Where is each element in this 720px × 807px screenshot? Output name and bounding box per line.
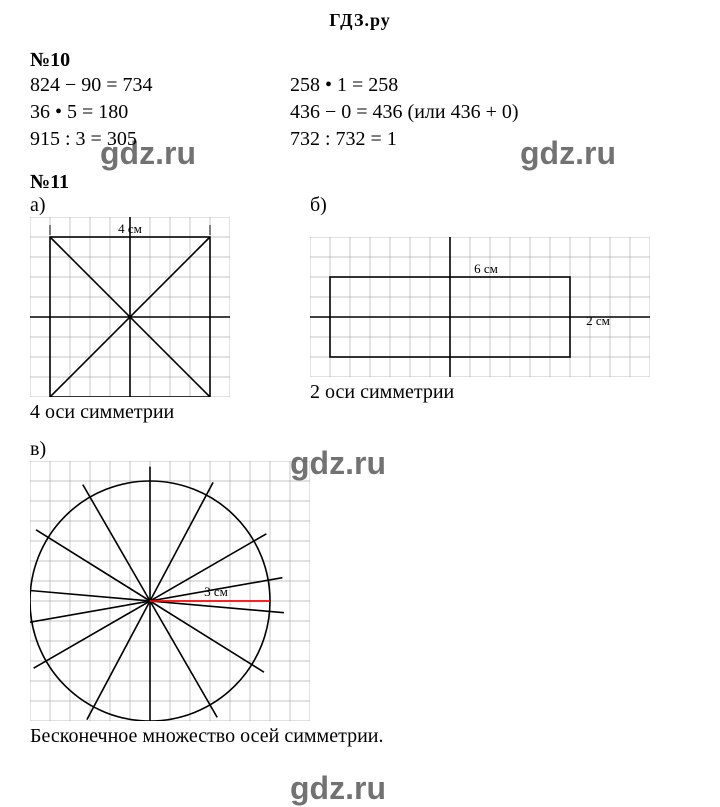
- content: №10 824 − 90 = 734 258 • 1 = 258 36 • 5 …: [0, 31, 720, 748]
- svg-text:6 см: 6 см: [474, 261, 498, 276]
- fig-a-wrap: а) 4 см 4 оси симметрии: [30, 194, 230, 424]
- svg-text:4 см: 4 см: [118, 221, 142, 236]
- ex10-row3: 915 : 3 = 305 732 : 732 = 1: [30, 126, 690, 153]
- svg-text:3 см: 3 см: [204, 584, 228, 599]
- fig-c-wrap: в) 3 см Бесконечное множество осей симме…: [30, 438, 690, 748]
- page-header: ГДЗ.ру: [0, 0, 720, 31]
- fig-b-svg: 6 см 2 см: [310, 237, 650, 377]
- ex10-row1: 824 − 90 = 734 258 • 1 = 258: [30, 72, 690, 99]
- ex10-title: №10: [30, 49, 690, 72]
- fig-c-svg: 3 см: [30, 461, 310, 721]
- ex10-c1-3: 915 : 3 = 305: [30, 126, 290, 153]
- svg-text:2 см: 2 см: [586, 313, 610, 328]
- fig-c-label: в): [30, 438, 690, 461]
- fig-b-wrap: б) 6 см 2 см 2 оси симметрии: [310, 194, 650, 404]
- ex10-c1-1: 824 − 90 = 734: [30, 72, 290, 99]
- fig-c-caption: Бесконечное множество осей симметрии.: [30, 725, 690, 748]
- ex10-row2: 36 • 5 = 180 436 − 0 = 436 (или 436 + 0): [30, 99, 690, 126]
- fig-a-svg: 4 см: [30, 217, 230, 397]
- ex10-c2-3: 732 : 732 = 1: [290, 126, 397, 153]
- ex10-c1-2: 36 • 5 = 180: [30, 99, 290, 126]
- ex11-row-ab: а) 4 см 4 оси симметрии б) 6 см 2 см 2 ос…: [30, 194, 690, 424]
- fig-b-caption: 2 оси симметрии: [310, 381, 650, 404]
- ex10-c2-2: 436 − 0 = 436 (или 436 + 0): [290, 99, 519, 126]
- ex10-c2-1: 258 • 1 = 258: [290, 72, 398, 99]
- ex11-title: №11: [30, 171, 690, 194]
- fig-b-label: б): [310, 194, 650, 217]
- watermark: gdz.ru: [290, 770, 386, 807]
- fig-a-label: а): [30, 194, 230, 217]
- fig-a-caption: 4 оси симметрии: [30, 401, 230, 424]
